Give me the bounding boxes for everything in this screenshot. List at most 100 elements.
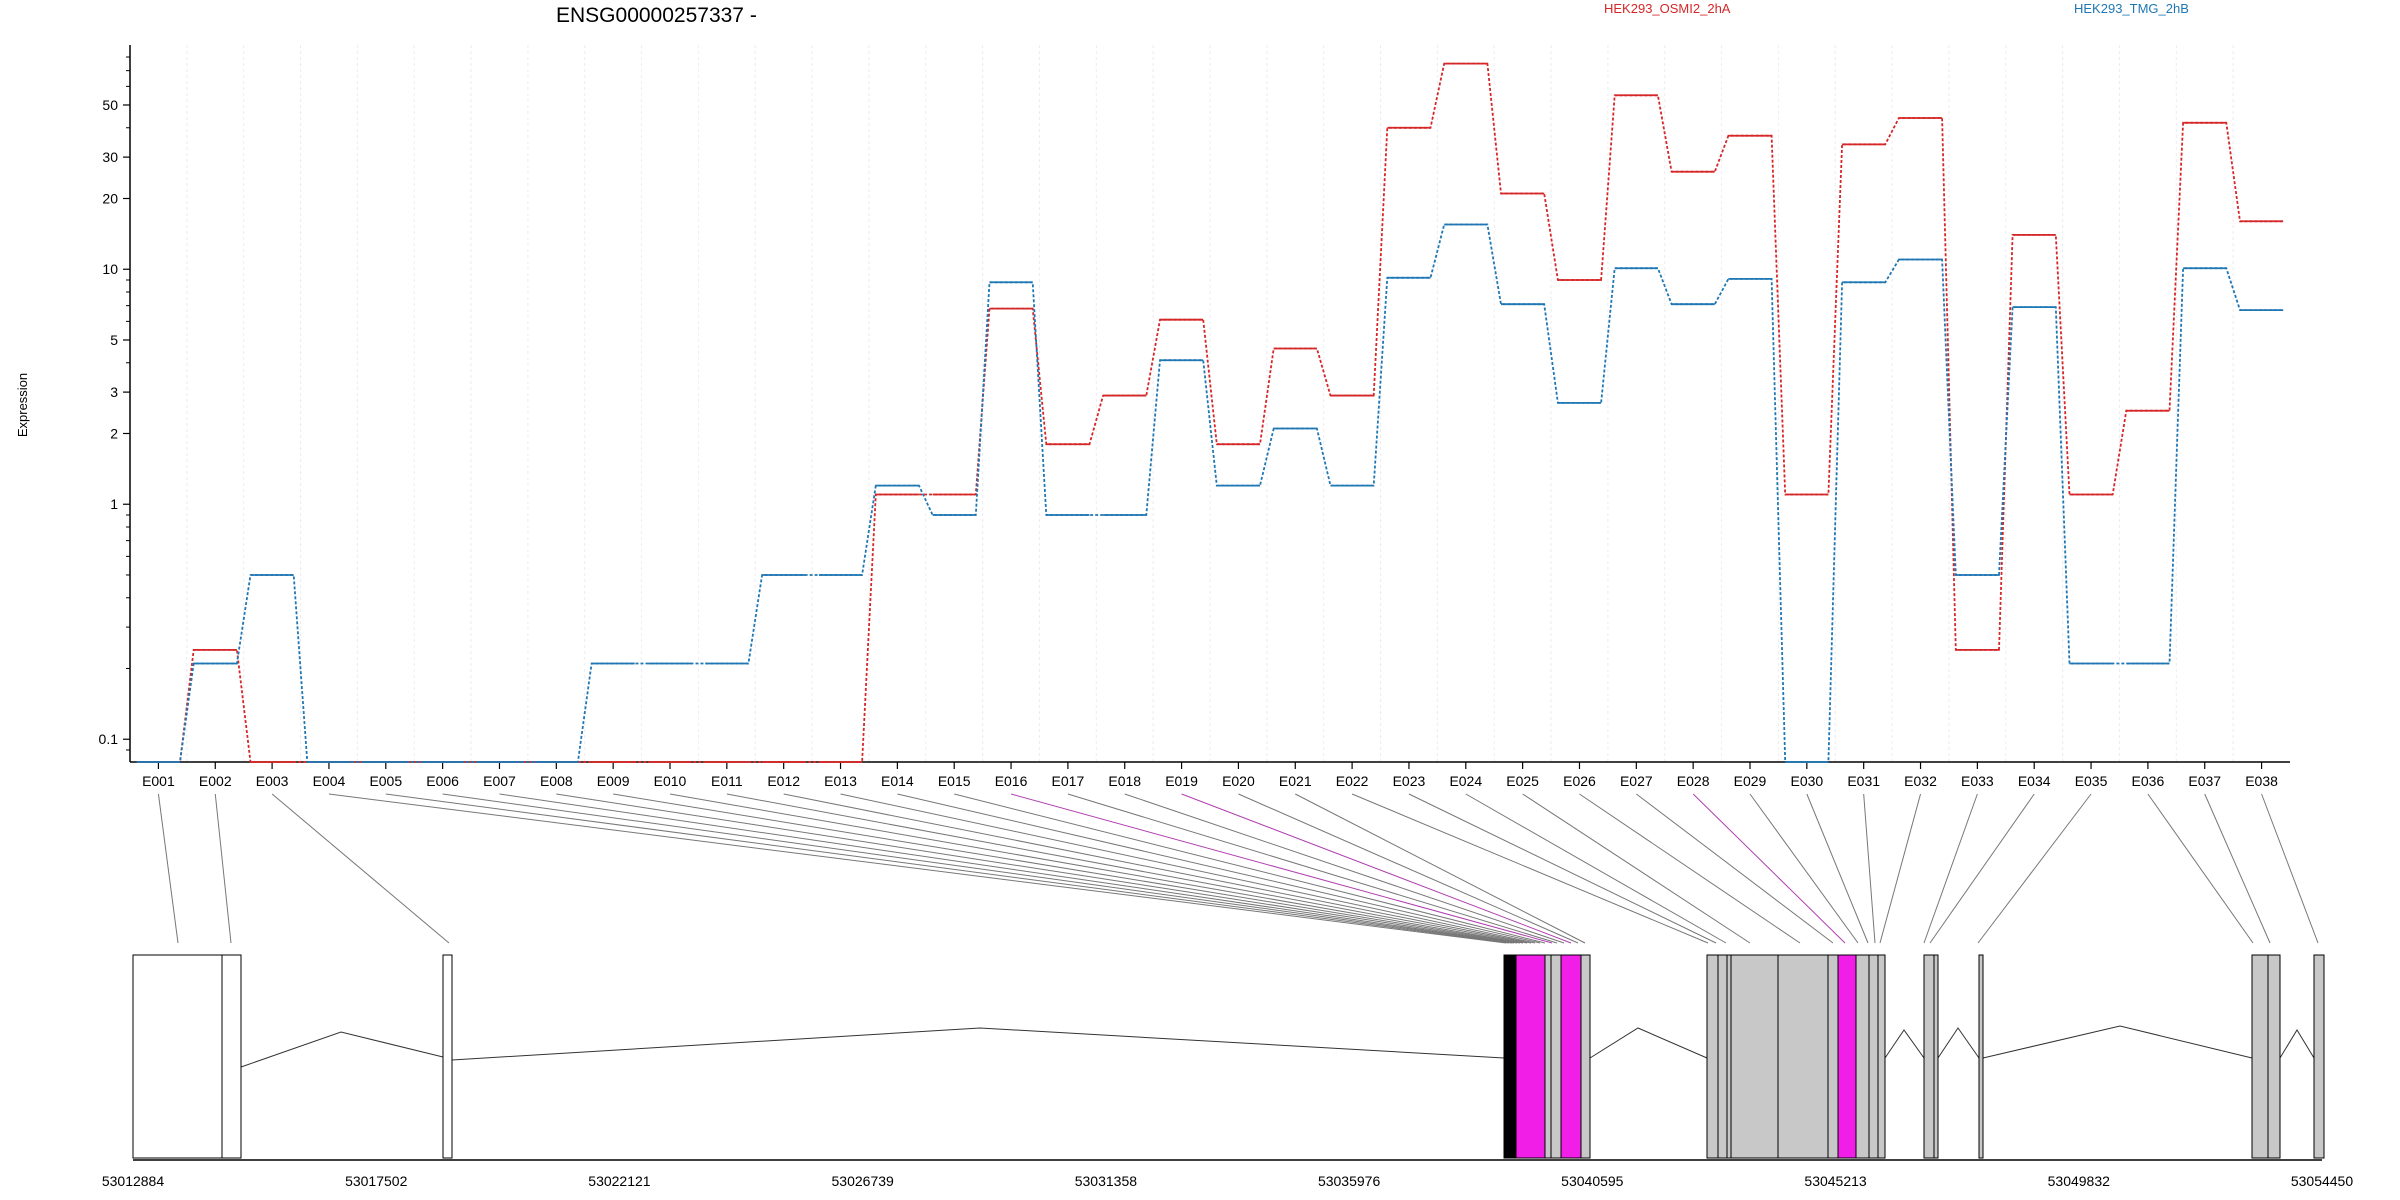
x-tick-label: E032	[1904, 773, 1937, 789]
exon-box	[1868, 954, 1879, 1159]
exon-box	[1503, 954, 1511, 1159]
x-tick-label: E031	[1847, 773, 1880, 789]
exon-connector	[1929, 793, 2035, 944]
exon-connector	[271, 793, 450, 944]
intron-line	[1982, 1025, 2253, 1059]
exon-connector	[1465, 793, 1727, 944]
coordinate-tick-label: 53035976	[1318, 1173, 1381, 1189]
series-line-b	[136, 223, 2284, 763]
x-tick-label: E008	[540, 773, 573, 789]
exon-connector	[1238, 793, 1579, 944]
y-tick-label: 5	[110, 332, 118, 348]
exon-box	[1580, 954, 1591, 1159]
exon-connector	[1692, 793, 1846, 944]
x-tick-label: E018	[1108, 773, 1141, 789]
x-tick-label: E001	[142, 773, 175, 789]
gene-model: 53012884 53017502 53022121 53026739 53031358…	[102, 954, 2353, 1189]
exon-connector	[1806, 793, 1869, 944]
exon-connector	[214, 793, 232, 944]
y-tick-label: 2	[110, 425, 118, 441]
exon-box	[1550, 954, 1562, 1159]
exon-box	[1560, 954, 1582, 1159]
exon-box	[1855, 954, 1870, 1159]
x-tick-label: E030	[1790, 773, 1823, 789]
x-tick-label: E033	[1961, 773, 1994, 789]
exon-connector	[1579, 793, 1801, 944]
exon-connector	[1977, 793, 2092, 944]
coordinate-tick-label: 53040595	[1561, 1173, 1624, 1189]
exon-connector	[442, 793, 1513, 944]
x-tick-label: E010	[654, 773, 687, 789]
x-tick-label: E024	[1449, 773, 1482, 789]
y-axis-label: Expression	[15, 373, 30, 437]
y-tick-label: 50	[102, 97, 118, 113]
exon-connector	[726, 793, 1528, 944]
intron-line	[1884, 1029, 1925, 1059]
exon-box	[132, 954, 223, 1159]
y-tick-label: 0.1	[99, 731, 119, 747]
gridlines	[186, 45, 2234, 762]
exon-box	[1515, 954, 1546, 1159]
exon-box	[1726, 954, 1732, 1159]
exon-box	[1933, 954, 1939, 1159]
x-tick-label: E004	[313, 773, 346, 789]
x-tick-label: E037	[2188, 773, 2221, 789]
exon-connector	[556, 793, 1518, 944]
exon-connectors	[157, 793, 2319, 944]
x-tick-label: E017	[1052, 773, 1085, 789]
exon-connector	[1124, 793, 1565, 944]
exon-connector	[499, 793, 1515, 944]
exon-connector	[840, 793, 1536, 944]
y-tick-label: 20	[102, 191, 118, 207]
exon-connector	[1923, 793, 1978, 944]
x-tick-label: E015	[938, 773, 971, 789]
exon-connector	[1295, 793, 1586, 944]
y-tick-label: 30	[102, 149, 118, 165]
exon-connector	[1636, 793, 1834, 944]
exon-connector	[385, 793, 1510, 944]
exon-connector	[1067, 793, 1558, 944]
y-tick-label: 3	[110, 384, 118, 400]
exon-connector	[954, 793, 1546, 944]
intron-line	[1589, 1027, 1708, 1059]
series-lines	[136, 62, 2284, 763]
exon-connector	[783, 793, 1532, 944]
chart-title: ENSG00000257337 -	[556, 4, 757, 27]
legend-series-a: HEK293_OSMI2_2hA	[1604, 1, 1731, 16]
x-tick-label: E014	[881, 773, 914, 789]
x-tick-label: E009	[597, 773, 630, 789]
x-tick-label: E013	[824, 773, 857, 789]
exon-connector	[1181, 793, 1572, 944]
exon-box	[1978, 954, 1984, 1159]
x-tick-label: E019	[1165, 773, 1198, 789]
intron-line	[240, 1031, 444, 1068]
x-tick-label: E023	[1393, 773, 1426, 789]
exon-connector	[613, 793, 1521, 944]
exon-connector	[1522, 793, 1751, 944]
intron-line	[2279, 1029, 2315, 1059]
exon-box	[2313, 954, 2325, 1159]
x-tick-label: E007	[483, 773, 516, 789]
axes: 0.1 1 2 3 5 10 20 30 50 E001 E002 E003 E004 E005 E006 E…	[99, 45, 2290, 789]
exon-connector	[157, 793, 179, 944]
legend-series-b: HEK293_TMG_2hB	[2074, 1, 2189, 16]
exon-connector	[1879, 793, 1922, 944]
x-tick-label: E027	[1620, 773, 1653, 789]
chart-text: ENSG00000257337 - HEK293_OSMI2_2hA HEK29…	[15, 1, 2189, 437]
x-tick-label: E022	[1336, 773, 1369, 789]
exon-connector	[897, 793, 1541, 944]
x-tick-label: E021	[1279, 773, 1312, 789]
exon-box	[2267, 954, 2281, 1159]
exon-box	[1509, 954, 1517, 1159]
x-tick-label: E038	[2245, 773, 2278, 789]
x-tick-label: E016	[995, 773, 1028, 789]
coordinate-tick-label: 53049832	[2048, 1173, 2111, 1189]
exon-box	[1837, 954, 1857, 1159]
exon-connector	[2204, 793, 2271, 944]
coordinate-tick-label: 53026739	[832, 1173, 895, 1189]
x-tick-label: E036	[2132, 773, 2165, 789]
exon-connector	[2261, 793, 2319, 944]
exon-connector	[1408, 793, 1717, 944]
